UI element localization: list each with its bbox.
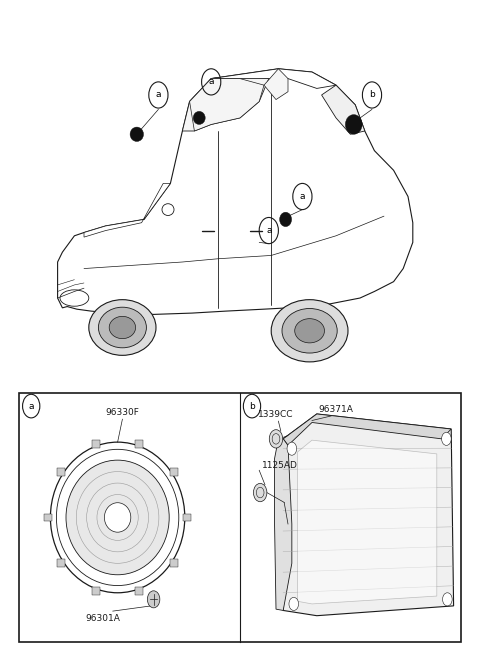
Ellipse shape <box>130 127 144 141</box>
Polygon shape <box>182 75 269 131</box>
Text: a: a <box>28 402 34 411</box>
Circle shape <box>269 430 283 448</box>
Polygon shape <box>322 85 365 134</box>
Ellipse shape <box>162 204 174 215</box>
Bar <box>183 514 191 521</box>
Text: a: a <box>156 90 161 100</box>
Circle shape <box>253 483 267 502</box>
Text: b: b <box>369 90 375 100</box>
Bar <box>44 514 52 521</box>
Polygon shape <box>190 79 264 131</box>
Polygon shape <box>58 69 413 314</box>
Text: 1339CC: 1339CC <box>258 410 294 419</box>
Circle shape <box>442 432 451 445</box>
Bar <box>19 393 461 642</box>
Bar <box>58 468 65 476</box>
Ellipse shape <box>109 316 135 339</box>
Ellipse shape <box>282 309 337 353</box>
Polygon shape <box>264 69 288 100</box>
Ellipse shape <box>346 115 362 134</box>
Ellipse shape <box>295 318 324 343</box>
Ellipse shape <box>104 503 131 532</box>
Polygon shape <box>283 414 454 616</box>
Text: 1125AD: 1125AD <box>262 460 298 470</box>
Ellipse shape <box>193 111 205 124</box>
Bar <box>170 468 178 476</box>
Polygon shape <box>211 69 336 88</box>
Ellipse shape <box>279 212 291 227</box>
Circle shape <box>443 593 452 606</box>
Ellipse shape <box>271 299 348 362</box>
Bar <box>92 440 100 448</box>
Ellipse shape <box>89 300 156 355</box>
Circle shape <box>287 442 297 455</box>
Ellipse shape <box>98 307 146 348</box>
Bar <box>92 587 100 595</box>
Text: a: a <box>266 226 272 235</box>
Circle shape <box>147 591 160 608</box>
Polygon shape <box>298 440 437 604</box>
Bar <box>170 559 178 567</box>
Text: 96301A: 96301A <box>86 614 120 624</box>
Bar <box>135 440 143 448</box>
Bar <box>135 587 143 595</box>
Ellipse shape <box>50 442 185 593</box>
Text: a: a <box>208 77 214 86</box>
Ellipse shape <box>56 449 179 586</box>
Text: b: b <box>249 402 255 411</box>
Polygon shape <box>283 414 451 445</box>
Circle shape <box>289 597 299 610</box>
Polygon shape <box>84 183 170 237</box>
Polygon shape <box>275 439 292 610</box>
Ellipse shape <box>66 460 169 575</box>
Text: 96330F: 96330F <box>106 408 139 417</box>
Bar <box>58 559 65 567</box>
Text: 96371A: 96371A <box>319 405 353 414</box>
Text: a: a <box>300 192 305 201</box>
